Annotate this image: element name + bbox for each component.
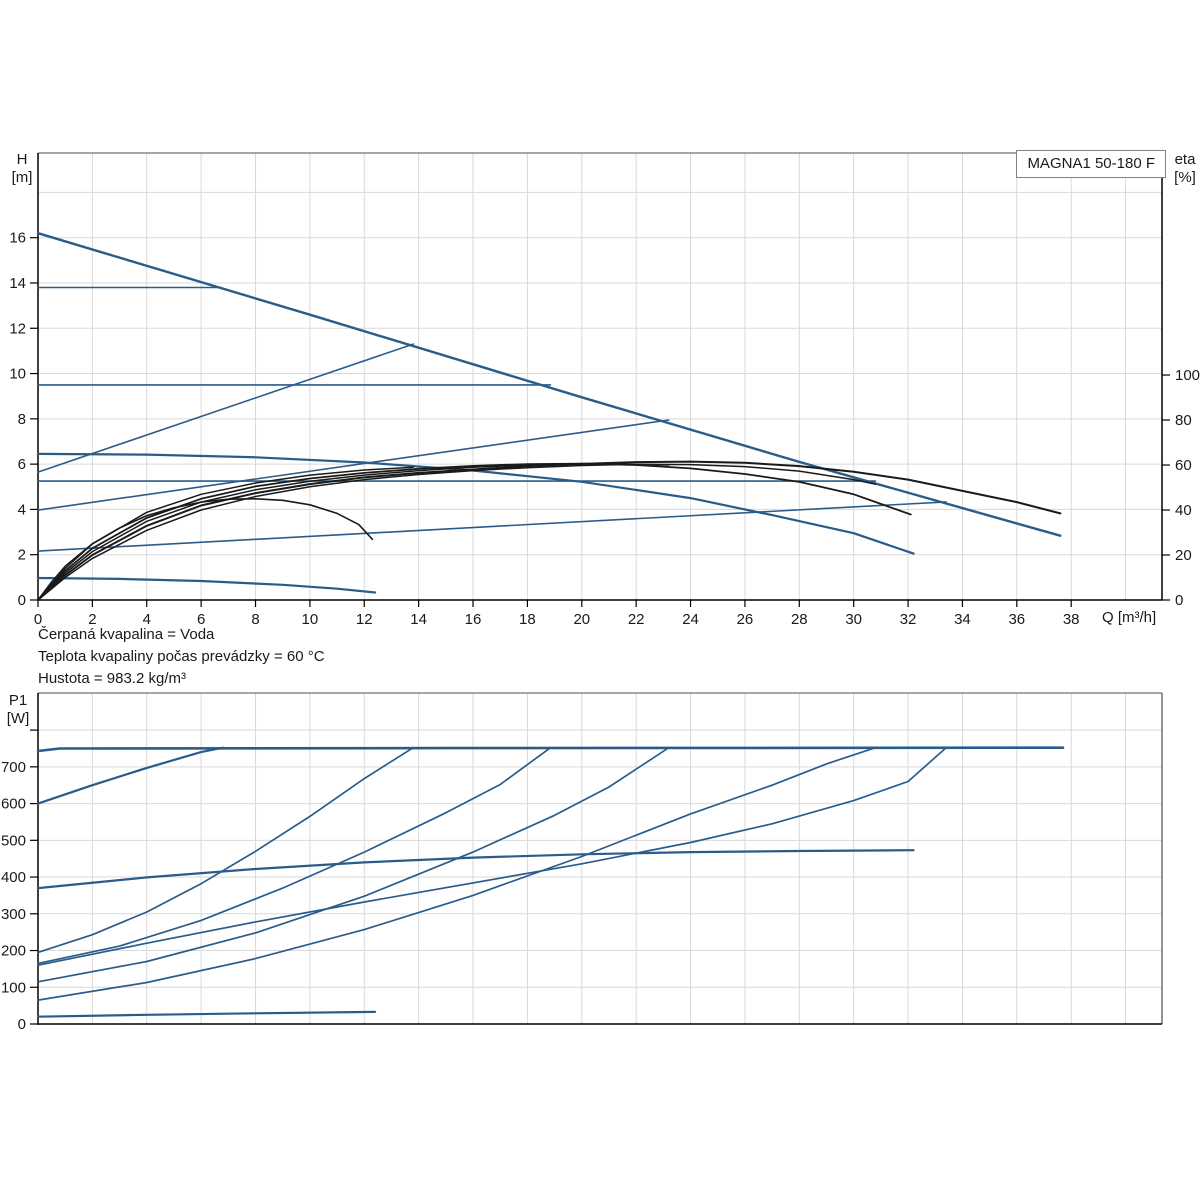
annotation-temperature: Teplota kvapaliny počas prevádzky = 60 °…	[38, 648, 325, 665]
tick-label: 100	[1, 979, 26, 996]
tick-label: 18	[519, 611, 536, 628]
series-max-curve	[36, 231, 1062, 537]
tick-label: 6	[18, 456, 26, 473]
tick-label: 400	[1, 869, 26, 886]
annotation-density: Hustota = 983.2 kg/m³	[38, 670, 186, 687]
tick-label: 10	[302, 611, 319, 628]
tick-label: 10	[9, 366, 26, 383]
tick-label: 32	[900, 611, 917, 628]
tick-label: 28	[791, 611, 808, 628]
series-p1-const-pressure-5.25m	[37, 746, 877, 1001]
tick-label: 80	[1175, 412, 1192, 429]
eta-axis-label: eta [%]	[1171, 151, 1199, 187]
series-prop-pressure-11.3m	[37, 343, 415, 473]
tick-label: 8	[251, 611, 259, 628]
tick-label: 6	[197, 611, 205, 628]
series-min-curve	[36, 576, 377, 594]
tick-label: 0	[18, 592, 26, 609]
tick-label: 8	[18, 411, 26, 428]
tick-label: 2	[18, 547, 26, 564]
p1-axis-label: P1 [W]	[0, 692, 36, 728]
series-eta-curve-a	[37, 466, 414, 601]
tick-label: 60	[1175, 457, 1192, 474]
tick-label: 22	[628, 611, 645, 628]
series-prop-pressure-4.3m	[37, 501, 947, 552]
eta-axis-label-unit: [%]	[1174, 169, 1196, 186]
p1-axis-label-symbol: P1	[8, 692, 28, 709]
tick-label: 200	[1, 943, 26, 960]
tick-label: 100	[1175, 367, 1200, 384]
series-eta-max-curve	[37, 460, 1062, 601]
tick-label: 0	[34, 611, 42, 628]
tick-label: 26	[737, 611, 754, 628]
series-eta-curve-c	[37, 463, 877, 601]
tick-label: 40	[1175, 502, 1192, 519]
series-p1-min-curve	[36, 1010, 377, 1018]
tick-label: 30	[845, 611, 862, 628]
p1-axis-label-unit: [W]	[6, 710, 30, 727]
tick-label: 16	[9, 230, 26, 247]
q-axis-label: Q [m³/h]	[1102, 609, 1157, 626]
h-axis-label-unit: [m]	[11, 169, 33, 186]
series-p1-prop-pressure-8m	[37, 746, 670, 983]
tick-label: 14	[410, 611, 427, 628]
series-eta-speed2-curve	[37, 462, 912, 601]
annotation-block: Čerpaná kvapalina = Voda Teplota kvapali…	[38, 624, 325, 690]
tick-label: 38	[1063, 611, 1080, 628]
eta-axis-label-symbol: eta	[1174, 151, 1196, 168]
tick-label: 20	[573, 611, 590, 628]
tick-label: 700	[1, 759, 26, 776]
series-p1-max-power-limit	[36, 746, 1065, 753]
tick-label: 300	[1, 906, 26, 923]
series-eta-min-curve	[37, 497, 374, 601]
tick-label: 24	[682, 611, 699, 628]
tick-label: 36	[1008, 611, 1025, 628]
tick-label: 16	[465, 611, 482, 628]
series-prop-pressure-8m	[37, 419, 670, 511]
pump-title: MAGNA1 50-180 F	[1027, 155, 1155, 172]
annotation-fluid: Čerpaná kvapalina = Voda	[38, 626, 215, 643]
tick-label: 12	[9, 320, 26, 337]
h-axis-label: H [m]	[4, 151, 40, 187]
series-p1-max-curve	[36, 746, 224, 805]
tick-label: 4	[18, 501, 26, 518]
tick-label: 34	[954, 611, 971, 628]
series-p1-prop-pressure-11.3m	[37, 746, 415, 954]
series-eta-curve-b	[37, 463, 670, 601]
tick-label: 0	[1175, 592, 1183, 609]
series-p1-prop-pressure-4.3m	[37, 746, 947, 967]
tick-label: 12	[356, 611, 373, 628]
series-p1-speed-curve-2	[36, 849, 915, 890]
tick-label: 2	[88, 611, 96, 628]
series-p1-const-pressure-9.5m	[37, 746, 552, 965]
tick-label: 20	[1175, 547, 1192, 564]
tick-label: 14	[9, 275, 26, 292]
h-axis-label-symbol: H	[16, 151, 28, 168]
series-speed-curve-2	[36, 452, 915, 555]
tick-label: 4	[143, 611, 151, 628]
pump-title-box: MAGNA1 50-180 F	[1016, 150, 1166, 178]
tick-label: 500	[1, 832, 26, 849]
tick-label: 600	[1, 796, 26, 813]
tick-label: 0	[18, 1016, 26, 1033]
